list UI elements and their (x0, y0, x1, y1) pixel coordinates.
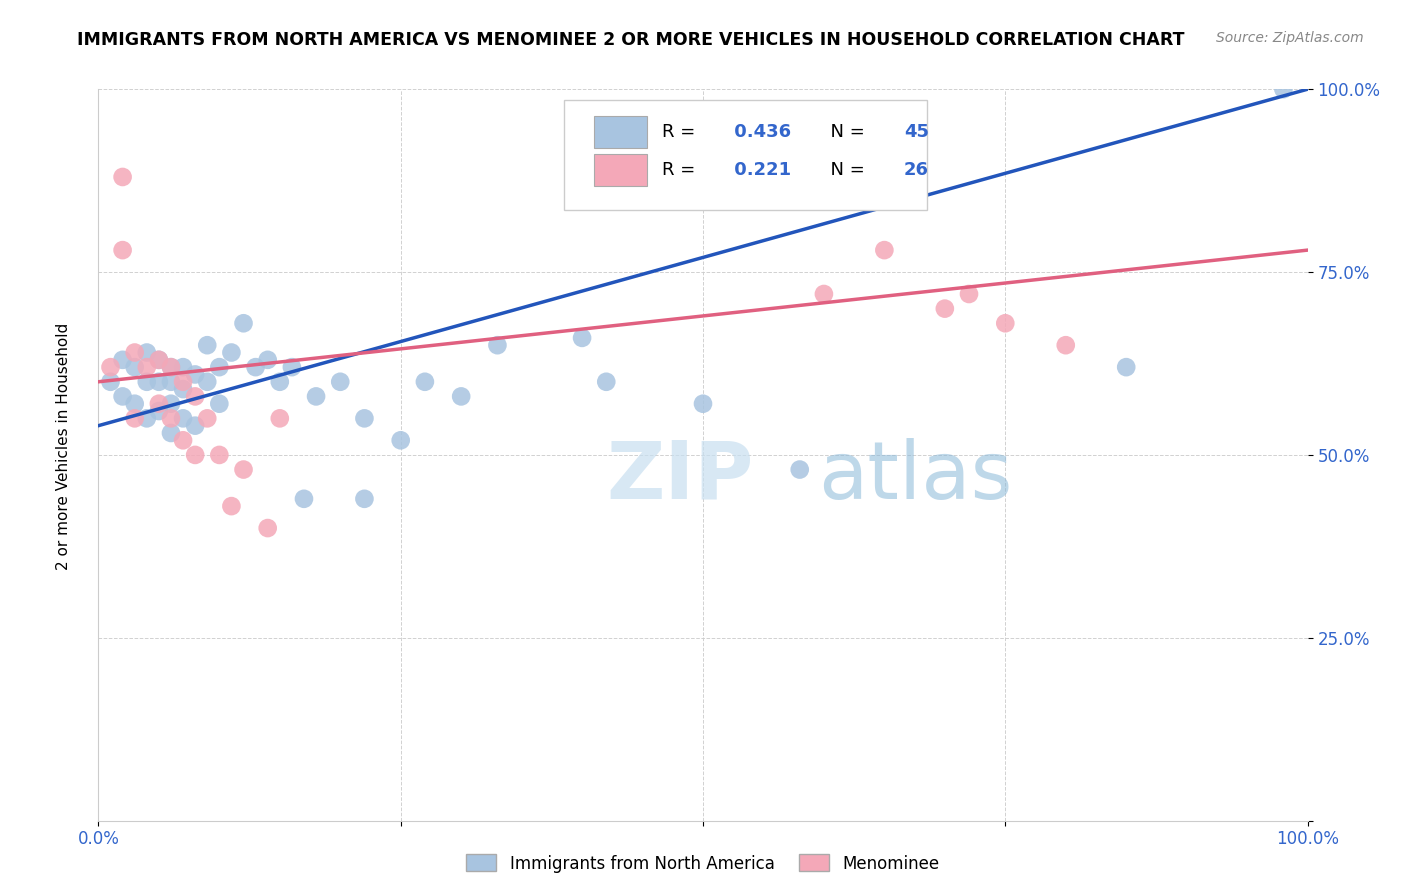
Point (111, 352, 134, 367)
Point (1054, 338, 1077, 352)
Point (160, 375, 183, 389)
Point (208, 397, 231, 411)
Point (124, 345, 146, 359)
Point (172, 375, 194, 389)
FancyBboxPatch shape (595, 116, 647, 148)
Point (172, 411, 194, 425)
Point (269, 411, 291, 425)
Text: R =: R = (662, 161, 700, 178)
Point (232, 316, 254, 330)
Point (232, 462, 254, 476)
Point (195, 338, 218, 352)
Point (692, 397, 714, 411)
Point (135, 345, 157, 359)
Point (160, 360, 183, 375)
Point (172, 360, 194, 375)
Point (111, 389, 134, 403)
Point (1115, 360, 1137, 375)
Point (135, 411, 157, 425)
Point (389, 434, 412, 448)
Point (208, 448, 231, 462)
Point (305, 389, 328, 403)
Text: 26: 26 (904, 161, 929, 178)
Text: ZIP: ZIP (606, 438, 754, 516)
Point (486, 338, 509, 352)
Point (292, 491, 315, 506)
Point (172, 382, 194, 396)
Text: IMMIGRANTS FROM NORTH AMERICA VS MENOMINEE 2 OR MORE VEHICLES IN HOUSEHOLD CORRE: IMMIGRANTS FROM NORTH AMERICA VS MENOMIN… (77, 31, 1185, 49)
Point (208, 360, 231, 375)
Point (184, 389, 207, 403)
Point (172, 434, 194, 448)
Point (1272, 82, 1295, 96)
Point (148, 397, 170, 411)
Point (135, 360, 157, 375)
Point (111, 169, 134, 184)
FancyBboxPatch shape (564, 100, 927, 210)
Legend: Immigrants from North America, Menominee: Immigrants from North America, Menominee (460, 847, 946, 880)
Point (245, 360, 267, 375)
Point (571, 331, 593, 345)
Point (195, 375, 218, 389)
Point (148, 352, 170, 367)
Point (450, 389, 472, 403)
Point (148, 404, 170, 418)
Point (221, 499, 243, 513)
Point (184, 368, 207, 382)
Point (957, 287, 980, 301)
Point (135, 375, 157, 389)
Text: 0.436: 0.436 (728, 122, 792, 141)
Point (934, 301, 956, 316)
Point (353, 411, 375, 425)
Point (256, 521, 278, 535)
Point (195, 411, 218, 425)
Point (111, 243, 134, 257)
Point (221, 345, 243, 359)
Point (184, 418, 207, 433)
Text: N =: N = (820, 161, 870, 178)
Text: atlas: atlas (818, 438, 1012, 516)
Point (124, 397, 146, 411)
Point (100, 375, 122, 389)
Text: 2 or more Vehicles in Household: 2 or more Vehicles in Household (56, 322, 70, 570)
Point (184, 448, 207, 462)
Text: 45: 45 (904, 122, 929, 141)
Text: N =: N = (820, 122, 870, 141)
Point (873, 243, 896, 257)
Point (160, 397, 183, 411)
Point (124, 360, 146, 375)
FancyBboxPatch shape (595, 153, 647, 186)
Point (256, 352, 278, 367)
Point (789, 462, 811, 476)
Point (100, 360, 122, 375)
Point (160, 411, 183, 425)
Text: 0.221: 0.221 (728, 161, 792, 178)
Point (124, 411, 146, 425)
Text: R =: R = (662, 122, 700, 141)
Point (148, 375, 170, 389)
Point (595, 375, 617, 389)
Point (269, 375, 291, 389)
Point (329, 375, 352, 389)
Point (160, 425, 183, 440)
Point (160, 360, 183, 375)
Point (353, 491, 375, 506)
Point (148, 352, 170, 367)
Point (281, 360, 304, 375)
Point (994, 316, 1017, 330)
Text: Source: ZipAtlas.com: Source: ZipAtlas.com (1216, 31, 1364, 45)
Point (413, 375, 436, 389)
Point (813, 287, 835, 301)
